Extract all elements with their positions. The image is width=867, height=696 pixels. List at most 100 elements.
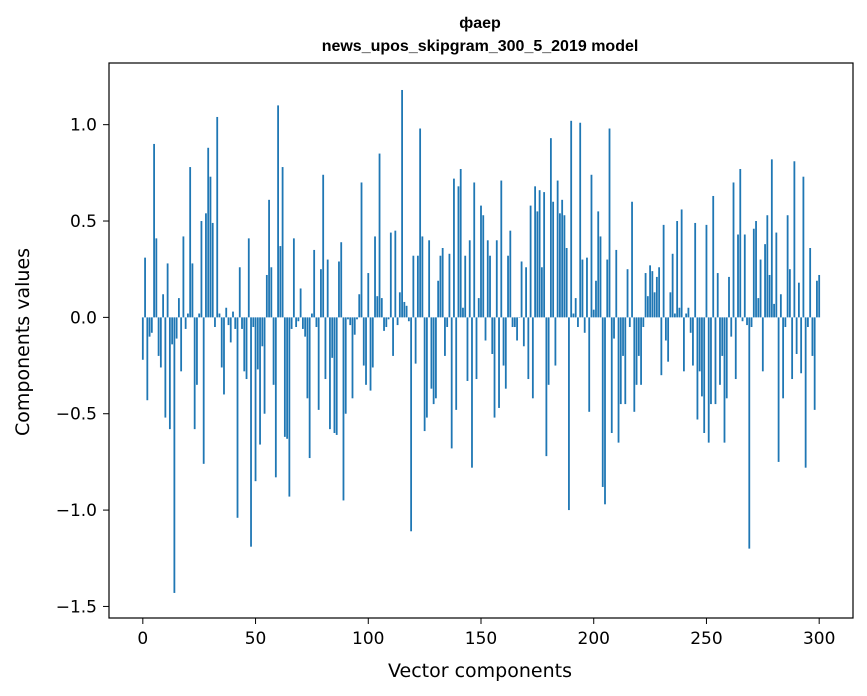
bar bbox=[563, 215, 566, 318]
bar bbox=[401, 89, 403, 318]
bar bbox=[779, 294, 782, 318]
bar bbox=[421, 236, 424, 318]
bar bbox=[220, 317, 223, 368]
bar bbox=[743, 234, 746, 318]
bar bbox=[414, 317, 417, 364]
bar bbox=[786, 215, 789, 318]
bar bbox=[326, 259, 329, 318]
bar bbox=[200, 221, 203, 318]
bar bbox=[189, 167, 192, 318]
bar bbox=[588, 317, 591, 412]
y-tick-label: 1.0 bbox=[70, 116, 97, 136]
bar bbox=[631, 201, 633, 318]
bar bbox=[320, 269, 322, 318]
bar bbox=[347, 317, 349, 320]
bar bbox=[196, 317, 198, 385]
bar bbox=[315, 317, 318, 328]
bar bbox=[205, 213, 207, 318]
bar bbox=[804, 317, 807, 468]
bar bbox=[559, 213, 561, 318]
bar bbox=[592, 309, 595, 318]
bar bbox=[615, 249, 618, 318]
bar bbox=[333, 317, 336, 433]
bar bbox=[750, 317, 753, 328]
bar bbox=[410, 317, 413, 532]
bar bbox=[509, 230, 512, 318]
bar bbox=[581, 259, 584, 318]
bar bbox=[703, 317, 706, 433]
bar bbox=[340, 242, 343, 318]
bar bbox=[299, 288, 302, 318]
bar bbox=[360, 182, 363, 318]
bar bbox=[254, 317, 257, 482]
bar bbox=[669, 292, 672, 318]
bar bbox=[286, 317, 289, 439]
bar bbox=[725, 317, 728, 399]
bar bbox=[568, 317, 570, 511]
bar bbox=[802, 176, 805, 318]
bar bbox=[617, 317, 620, 443]
bar bbox=[380, 298, 383, 318]
bar bbox=[250, 317, 252, 547]
bar bbox=[272, 317, 275, 385]
bar bbox=[565, 248, 568, 318]
bar bbox=[322, 174, 325, 318]
bar bbox=[227, 317, 230, 326]
bar bbox=[498, 317, 500, 408]
x-tick-label: 100 bbox=[352, 629, 384, 649]
bar bbox=[290, 317, 293, 329]
bar bbox=[263, 317, 266, 414]
bar bbox=[534, 186, 537, 318]
bar bbox=[416, 255, 419, 318]
bar bbox=[247, 238, 250, 318]
bar bbox=[437, 280, 440, 318]
bar bbox=[527, 317, 530, 380]
bar bbox=[721, 317, 724, 356]
y-tick-label: 0.0 bbox=[70, 308, 97, 328]
bar bbox=[450, 317, 453, 449]
bar bbox=[513, 317, 516, 328]
y-tick-label: −1.0 bbox=[56, 501, 97, 521]
bar bbox=[610, 317, 613, 433]
bar bbox=[522, 317, 525, 347]
bar bbox=[741, 317, 744, 322]
bar bbox=[378, 153, 381, 318]
bar bbox=[604, 317, 606, 505]
bar bbox=[396, 317, 399, 326]
plot-area-frame bbox=[108, 62, 854, 619]
bar bbox=[737, 234, 739, 318]
bar bbox=[572, 313, 575, 318]
bar bbox=[547, 317, 550, 385]
bar bbox=[279, 246, 282, 318]
y-tick-label: −1.5 bbox=[56, 597, 97, 617]
bar bbox=[761, 317, 764, 372]
bar bbox=[468, 240, 471, 318]
bar bbox=[712, 195, 715, 318]
bar bbox=[692, 317, 694, 366]
bar bbox=[683, 317, 685, 372]
bar bbox=[462, 307, 464, 318]
bar bbox=[696, 317, 699, 420]
bar bbox=[430, 317, 433, 389]
bar bbox=[723, 317, 726, 443]
bar bbox=[595, 280, 597, 318]
bar bbox=[680, 209, 683, 318]
bar bbox=[389, 232, 392, 318]
bar bbox=[739, 168, 742, 318]
bar bbox=[658, 267, 661, 318]
bar bbox=[306, 317, 309, 399]
bar bbox=[577, 317, 579, 328]
bar bbox=[423, 317, 426, 432]
bar bbox=[653, 292, 656, 318]
bar bbox=[730, 317, 733, 337]
bar bbox=[538, 190, 541, 318]
bar bbox=[770, 159, 773, 318]
bar bbox=[270, 267, 273, 318]
bar bbox=[168, 317, 171, 430]
bar bbox=[816, 280, 818, 318]
bar bbox=[619, 317, 622, 405]
bar bbox=[324, 317, 327, 380]
bar bbox=[444, 317, 446, 356]
bar bbox=[252, 317, 255, 328]
